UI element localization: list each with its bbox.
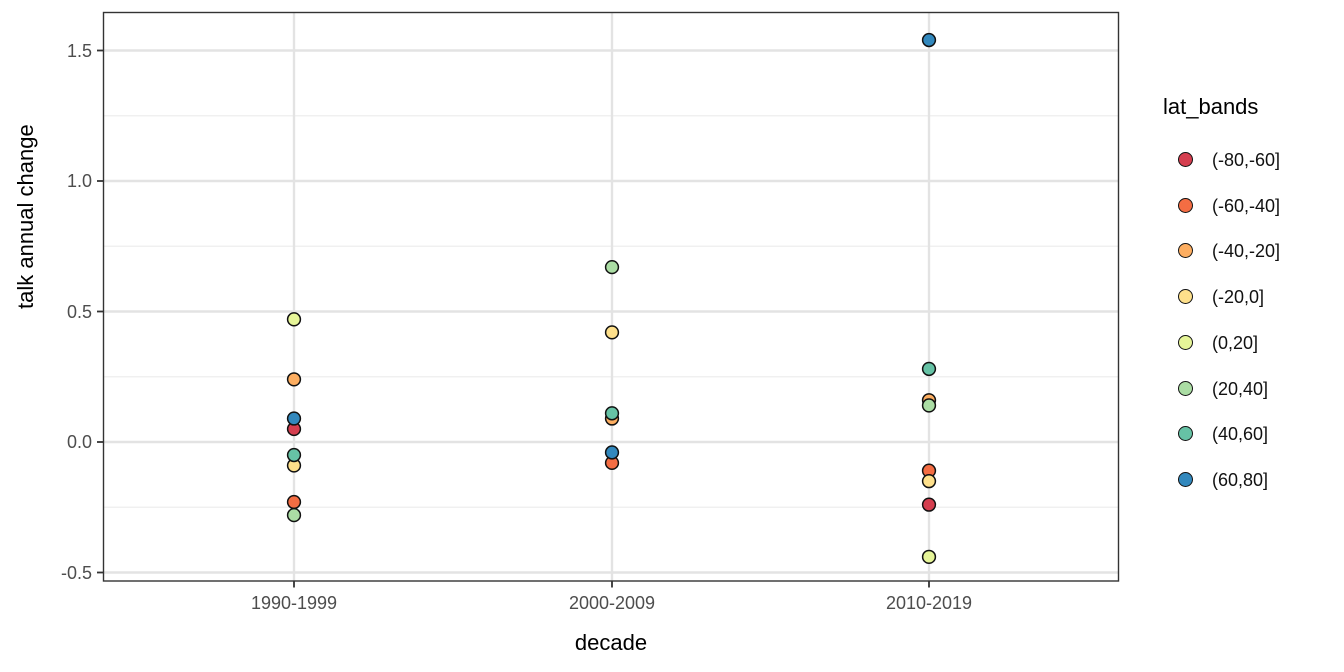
- legend-swatch-icon: [1178, 426, 1193, 442]
- x-tick-label: 2010-2019: [885, 593, 973, 613]
- data-point: [286, 411, 302, 426]
- y-tick-label: 1.0: [66, 171, 92, 191]
- data-point: [286, 312, 302, 327]
- y-tick-label: 0.5: [66, 301, 92, 322]
- legend-item-label: (-80,-60]: [1212, 150, 1281, 170]
- legend-item-label: (40,60]: [1212, 424, 1269, 445]
- legend-item-label: (20,40]: [1212, 378, 1269, 399]
- legend-item-label: (0,20]: [1212, 332, 1259, 353]
- data-point: [604, 406, 620, 421]
- data-point: [604, 325, 620, 340]
- legend-swatch-icon: [1178, 334, 1193, 350]
- data-point: [921, 398, 937, 413]
- data-point: [286, 372, 302, 387]
- data-point: [604, 445, 620, 460]
- y-tick-label: -0.5: [60, 562, 92, 583]
- y-tick-label: 0.0: [66, 432, 92, 452]
- legend-title: lat_bands: [1163, 94, 1259, 119]
- legend-item-label: (-60,-40]: [1212, 195, 1281, 216]
- legend-swatch-icon: [1178, 289, 1193, 305]
- data-point: [286, 447, 302, 463]
- legend-swatch-icon: [1178, 152, 1193, 167]
- data-point: [286, 507, 302, 523]
- data-point: [604, 259, 620, 275]
- data-point: [921, 474, 937, 489]
- data-point: [921, 32, 937, 48]
- data-point: [921, 549, 937, 564]
- panel-border: [102, 11, 1120, 582]
- legend-swatch-icon: [1178, 380, 1193, 396]
- legend-swatch-icon: [1178, 471, 1193, 487]
- y-axis-title: talk annual change: [13, 124, 38, 309]
- y-tick-label: 1.5: [66, 40, 92, 61]
- data-point: [286, 494, 302, 510]
- legend-item-label: (-40,-20]: [1212, 241, 1281, 262]
- x-axis-title: decade: [574, 630, 648, 655]
- legend-item-label: (60,80]: [1212, 469, 1269, 490]
- legend-swatch-icon: [1178, 243, 1193, 259]
- legend-item-label: (-20,0]: [1212, 287, 1265, 308]
- legend-swatch-icon: [1178, 197, 1193, 213]
- data-point: [921, 497, 937, 512]
- x-tick-label: 1990-1999: [250, 593, 338, 613]
- x-tick-label: 2000-2009: [568, 593, 656, 613]
- data-point: [921, 361, 937, 377]
